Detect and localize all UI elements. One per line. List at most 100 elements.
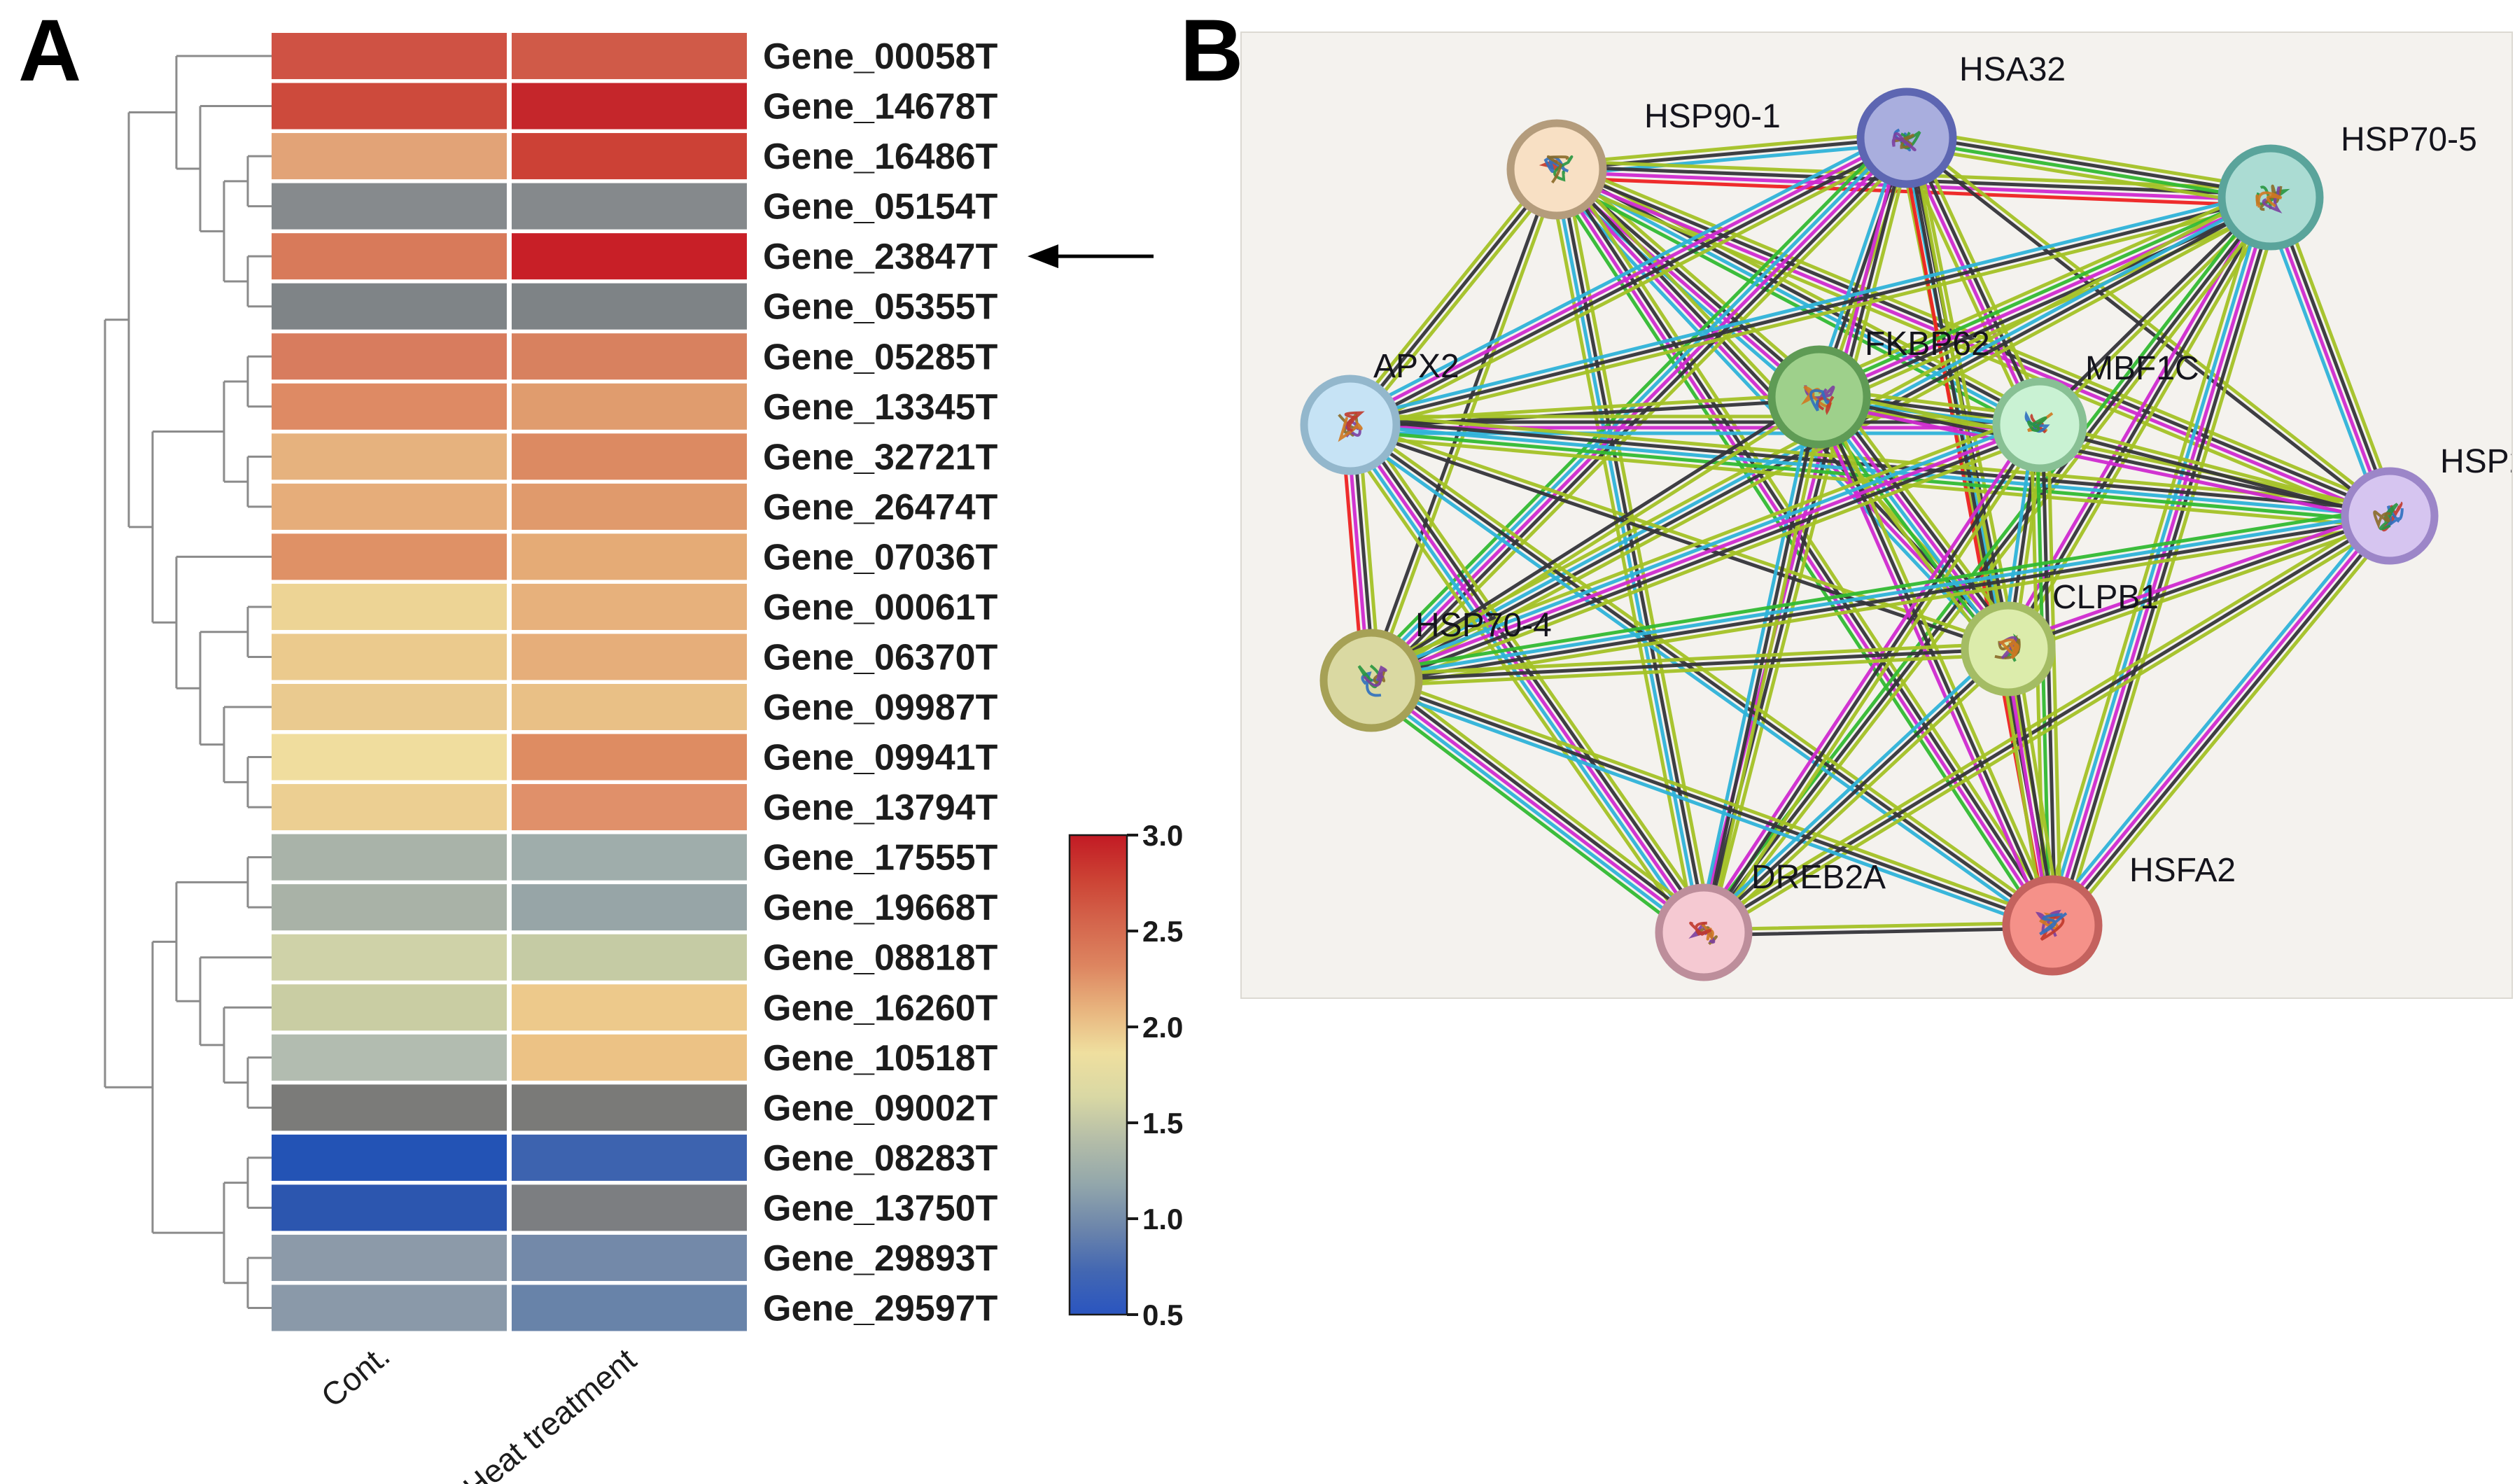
network-edge (1369, 678, 2054, 927)
network-node-label: FKBP62 (1865, 326, 1990, 363)
network-edge (1702, 647, 2010, 934)
network-node-label: APX2 (1373, 348, 1459, 385)
heatmap-cell (272, 533, 507, 580)
network-edge (1365, 412, 2038, 672)
network-edge (1546, 169, 1697, 936)
network-edge (1368, 393, 1820, 680)
network-edge (2038, 420, 2393, 515)
network-edge (1903, 144, 2271, 208)
network-node (1300, 374, 1401, 475)
network-edges (1339, 127, 2400, 944)
network-edge (1903, 138, 2390, 520)
network-node (2341, 467, 2439, 565)
colorbar-tick-label: 1.5 (1142, 1107, 1183, 1140)
heatmap-cell (512, 133, 747, 180)
network-edge (1352, 171, 1563, 430)
network-edge (1347, 426, 2010, 654)
dendrogram (104, 55, 272, 1309)
gene-label: Gene_05154T (763, 187, 998, 227)
column-label: Heat treatment (456, 1341, 643, 1484)
heatmap-cell (512, 684, 747, 731)
protein-structure-icon (1363, 665, 1387, 687)
network-edge (1702, 514, 2392, 934)
network-edge (1347, 434, 2391, 529)
protein-structure-icon (1338, 416, 1363, 442)
network-panel: HSP90-1 HSA32 HSP70-5 APX2 FKBP62 MBF1C HSP21 H… (1240, 31, 2513, 999)
network-edge (1347, 190, 2271, 421)
heatmap-cell (512, 33, 747, 80)
network-edge (1369, 647, 2010, 682)
network-node (1961, 601, 2056, 696)
heatmap-cell (272, 83, 507, 130)
network-edge (2276, 192, 2400, 515)
network-node (1655, 883, 1753, 981)
column-label: Cont. (314, 1337, 397, 1415)
network-edge (1367, 418, 2040, 678)
heatmap-cells (272, 33, 747, 1331)
heatmap-cell (512, 734, 747, 780)
heatmap-cell (272, 784, 507, 831)
heatmap-cell (512, 183, 747, 230)
network-node (1767, 345, 1871, 449)
network-edge (1339, 429, 1697, 941)
network-edge (2004, 508, 2390, 645)
network-edge (1345, 428, 2051, 932)
network-edge (2044, 508, 2386, 922)
network-edge (1698, 643, 2007, 930)
network-edge (1904, 139, 2272, 202)
heatmap-cell (272, 984, 507, 1031)
network-node-label: HSP70-4 (1415, 607, 1552, 644)
network-edge (2036, 193, 2271, 425)
network-edge (2261, 198, 2384, 521)
network-edge (1350, 201, 2274, 433)
network-edge (1906, 127, 2274, 191)
heatmap-cell (272, 834, 507, 881)
heatmap-cell (512, 784, 747, 831)
network-edge (1812, 397, 2050, 930)
protein-structure-icon (1809, 389, 1830, 412)
network-edge (1362, 687, 1699, 944)
network-edge (1554, 130, 1908, 166)
heatmap-cell (272, 183, 507, 230)
heatmap-cell (512, 1184, 747, 1231)
gene-label: Gene_13794T (763, 788, 998, 828)
network-edge (1368, 511, 2391, 680)
colorbar-tick-label: 2.5 (1142, 915, 1183, 948)
heatmap-cell (272, 684, 507, 731)
network-edge (1906, 134, 2393, 516)
heatmap-cell (272, 433, 507, 480)
network-node-label: DREB2A (1751, 859, 1886, 896)
heatmap-cell (272, 583, 507, 630)
network-edge (1702, 920, 2054, 932)
gene-label: Gene_10518T (763, 1038, 998, 1079)
network-edge (1369, 641, 2010, 677)
network-edge (1371, 522, 2393, 691)
network-edge (1813, 185, 2269, 388)
heatmap-cell (512, 333, 747, 380)
network-node (2218, 144, 2324, 251)
heatmap-cell (272, 333, 507, 380)
network-edge (1368, 505, 2390, 674)
network-edge (1907, 134, 2045, 426)
colorbar-tick-label: 3.0 (1142, 819, 1183, 852)
heatmap-cell (512, 383, 747, 430)
heatmap-cell (272, 133, 507, 180)
gene-label: Gene_06370T (763, 637, 998, 678)
heatmap-cell (272, 1034, 507, 1081)
network-edge (2048, 512, 2390, 925)
gene-label: Gene_17555T (763, 838, 998, 878)
network-edge (1352, 144, 1913, 435)
network-edge (1562, 162, 2061, 923)
heatmap-cell (512, 934, 747, 981)
colorbar-tick-label: 1.0 (1142, 1203, 1183, 1236)
network-node-labels: HSP90-1 HSA32 HSP70-5 APX2 FKBP62 MBF1C HSP21 H… (1373, 51, 2512, 896)
protein-structure-icon (2039, 912, 2068, 936)
heatmap-cell (512, 583, 747, 630)
heatmap-cell (512, 884, 747, 931)
network-node (1319, 629, 1423, 732)
gene-label: Gene_13345T (763, 387, 998, 428)
network-edge (1367, 684, 2052, 933)
colorbar-tick-label: 0.5 (1142, 1298, 1183, 1331)
protein-structure-icon (1891, 132, 1917, 152)
network-edge (2046, 423, 2063, 927)
